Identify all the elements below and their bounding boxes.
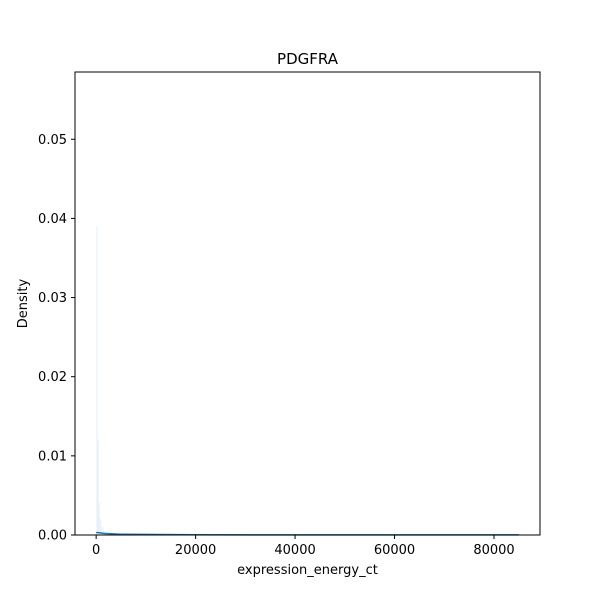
x-tick-label: 60000 bbox=[374, 543, 415, 558]
y-tick-label: 0.00 bbox=[38, 529, 67, 544]
x-tick-label: 20000 bbox=[175, 543, 216, 558]
y-axis-label: Density bbox=[16, 278, 31, 328]
x-tick-label: 80000 bbox=[473, 543, 514, 558]
x-tick-label: 0 bbox=[92, 543, 100, 558]
chart-title: PDGFRA bbox=[277, 50, 339, 68]
y-axis: 0.00 0.01 0.02 0.03 0.04 0.05 bbox=[38, 133, 75, 544]
plot-frame bbox=[74, 71, 541, 536]
y-tick-label: 0.05 bbox=[38, 133, 67, 148]
x-axis-label: expression_energy_ct bbox=[237, 563, 378, 578]
y-tick-label: 0.03 bbox=[38, 291, 67, 306]
y-tick-label: 0.04 bbox=[38, 212, 67, 227]
x-axis: 0 20000 40000 60000 80000 bbox=[92, 535, 515, 558]
y-tick-label: 0.02 bbox=[38, 370, 67, 385]
y-tick-label: 0.01 bbox=[38, 449, 67, 464]
x-tick-label: 40000 bbox=[274, 543, 315, 558]
